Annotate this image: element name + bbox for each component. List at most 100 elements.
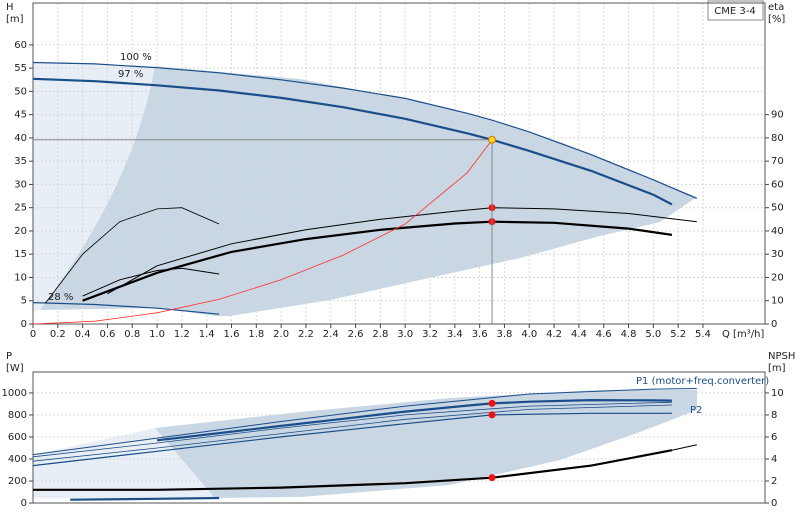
- data-point: [488, 135, 497, 144]
- curve: [32, 139, 493, 325]
- y2-tick-label: 90: [771, 110, 784, 121]
- y2-tick-label: 50: [771, 203, 784, 214]
- y2-axis-label: [%]: [768, 14, 785, 25]
- x-tick-label: 3.8: [497, 329, 513, 340]
- y-tick-label: 1000: [2, 388, 27, 399]
- y-tick-label: 600: [8, 432, 27, 443]
- y2-tick-label: 70: [771, 156, 784, 167]
- annotation: 100 %: [120, 52, 152, 63]
- curve: [32, 388, 697, 456]
- x-tick-label: 2.2: [298, 329, 314, 340]
- y2-tick-label: 4: [771, 454, 777, 465]
- y-tick-label: 40: [14, 133, 27, 144]
- y2-tick-label: 10: [771, 296, 784, 307]
- x-tick-label: 2.8: [372, 329, 388, 340]
- curve: [32, 302, 220, 315]
- curve: [82, 220, 673, 302]
- y2-tick-label: 6: [771, 432, 777, 443]
- plot-frame: [32, 2, 766, 325]
- x-tick-label: 1.0: [149, 329, 165, 340]
- y-axis-label: [W]: [6, 363, 24, 374]
- y-tick-label: 200: [8, 476, 27, 487]
- y-tick-label: 50: [14, 86, 27, 97]
- curve: [82, 267, 220, 297]
- x-tick-label: 3.0: [397, 329, 413, 340]
- range-shade: [155, 390, 697, 498]
- curve: [32, 404, 672, 462]
- x-tick-label: 3.6: [472, 329, 488, 340]
- x-tick-label: 3.4: [447, 329, 463, 340]
- y2-tick-label: 0: [771, 498, 777, 509]
- y2-tick-label: 80: [771, 133, 784, 144]
- range-light: [33, 63, 155, 312]
- y-tick-label: 10: [14, 272, 27, 283]
- x-tick-label: 2.4: [323, 329, 339, 340]
- x-axis-label: Q [m³/h]: [722, 329, 764, 340]
- curve: [32, 412, 672, 467]
- y2-axis-label: [m]: [768, 363, 786, 374]
- x-tick-label: 4.6: [596, 329, 612, 340]
- y2-tick-label: 0: [771, 319, 777, 330]
- curve: [671, 444, 697, 451]
- x-tick-label: 1.6: [224, 329, 240, 340]
- x-tick-label: 3.2: [422, 329, 438, 340]
- y2-tick-label: 8: [771, 410, 777, 421]
- annotation: 97 %: [118, 69, 143, 80]
- x-tick-label: 1.2: [174, 329, 190, 340]
- x-tick-label: 4.4: [571, 329, 587, 340]
- x-tick-label: 0.2: [50, 329, 66, 340]
- data-point: [488, 411, 496, 419]
- y-tick-label: 25: [14, 203, 27, 214]
- plot-frame: [32, 371, 766, 504]
- curve: [32, 401, 672, 458]
- chart-title: CME 3-4: [714, 6, 755, 17]
- y2-tick-label: 30: [771, 249, 784, 260]
- x-tick-label: 1.4: [199, 329, 215, 340]
- y-tick-label: 400: [8, 454, 27, 465]
- x-tick-label: 1.8: [248, 329, 264, 340]
- y-axis-label: H: [6, 2, 14, 13]
- x-tick-label: 5.4: [695, 329, 711, 340]
- series-label: P1 (motor+freq.converter): [636, 376, 769, 387]
- y2-tick-label: 60: [771, 179, 784, 190]
- x-tick-label: 4.2: [546, 329, 562, 340]
- data-point: [488, 474, 496, 482]
- x-tick-label: 2.0: [273, 329, 289, 340]
- y-axis-label: [m]: [6, 14, 24, 25]
- curve: [107, 207, 697, 295]
- y-tick-label: 0: [21, 498, 27, 509]
- curve: [70, 496, 220, 501]
- x-tick-label: 5.0: [645, 329, 661, 340]
- y2-tick-label: 10: [771, 388, 784, 399]
- title-box: [707, 0, 764, 21]
- y2-axis-label: NPSH: [768, 351, 795, 362]
- x-tick-label: 4.8: [621, 329, 637, 340]
- series-label: P2: [690, 405, 702, 416]
- x-tick-label: 0.4: [75, 329, 91, 340]
- x-tick-label: 2.6: [348, 329, 364, 340]
- x-tick-label: 0: [30, 329, 36, 340]
- curve: [33, 449, 673, 491]
- x-tick-label: 5.2: [670, 329, 686, 340]
- curve: [32, 61, 698, 199]
- x-tick-label: 0.8: [124, 329, 140, 340]
- y-axis-label: P: [6, 351, 12, 362]
- range-shade: [40, 66, 697, 316]
- y-tick-label: 800: [8, 410, 27, 421]
- y-tick-label: 30: [14, 179, 27, 190]
- y-tick-label: 15: [14, 249, 27, 260]
- curve: [32, 77, 673, 206]
- y2-tick-label: 20: [771, 272, 784, 283]
- data-point: [488, 399, 496, 407]
- annotation: 28 %: [48, 292, 73, 303]
- y-tick-label: 45: [14, 110, 27, 121]
- y-tick-label: 20: [14, 226, 27, 237]
- y-tick-label: 0: [21, 319, 27, 330]
- y2-axis-label: eta: [768, 2, 784, 13]
- curve: [156, 398, 672, 442]
- x-tick-label: 4.0: [521, 329, 537, 340]
- y-tick-label: 5: [21, 296, 27, 307]
- y-tick-label: 35: [14, 156, 27, 167]
- y2-tick-label: 2: [771, 476, 777, 487]
